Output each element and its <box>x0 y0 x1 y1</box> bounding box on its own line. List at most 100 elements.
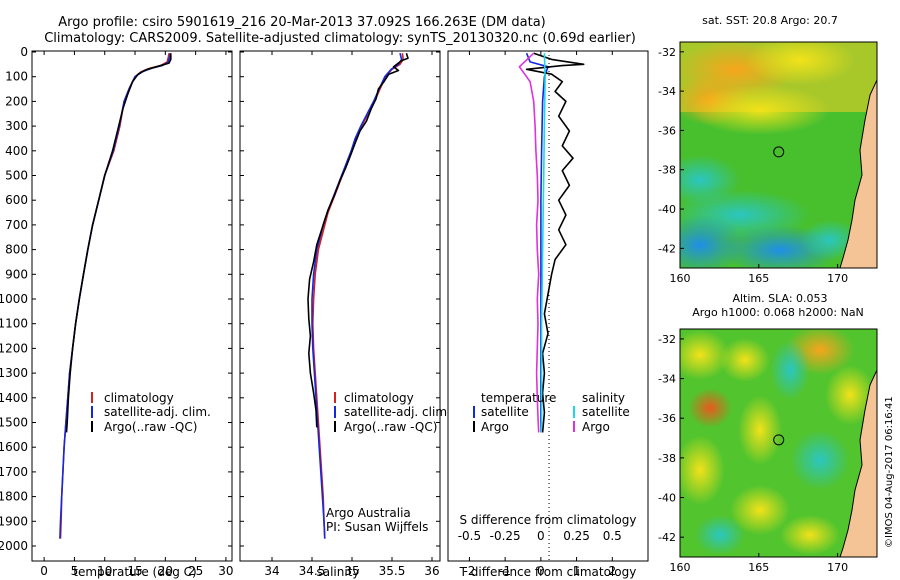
depth-tick-label: 800 <box>5 243 28 257</box>
depth-tick-label: 1700 <box>0 465 28 479</box>
series-line-argo-raw-qc- <box>65 53 172 433</box>
depth-tick-label: 0 <box>20 45 28 59</box>
x-tick-label: 25 <box>188 564 203 578</box>
x-tick-label: 1 <box>573 564 581 578</box>
difference-axes-frame <box>447 50 649 562</box>
s-diff-tick-label: 0 <box>537 529 545 543</box>
t-difference-xlabel: T difference from climatology <box>459 565 637 579</box>
x-tick-label: 5 <box>71 564 79 578</box>
sla-map-ticks: 160 165 170 -32 -34 -36 -38 -40 -42 <box>658 333 848 574</box>
lat-tick-label: -34 <box>658 85 676 98</box>
argo-location-marker <box>773 146 785 158</box>
series-line-salinity-satellite <box>540 53 546 433</box>
depth-tick-label: 1300 <box>0 366 28 380</box>
lat-tick-label: -42 <box>658 242 676 255</box>
x-tick-label: -1 <box>499 564 511 578</box>
difference-profiles <box>518 52 585 433</box>
temperature-legend: climatology satellite-adj. clim. Argo(..… <box>91 391 211 434</box>
header-subtitle: Climatology: CARS2009. Satellite-adjuste… <box>44 31 636 46</box>
depth-axis-ticks: 0 100 200 300 400 500 600 700 800 900 1000 1100 1200… <box>0 45 232 553</box>
depth-tick-label: 100 <box>5 70 28 84</box>
imos-credit: ©IMOS 04-Aug-2017 06:16:41 <box>884 396 895 548</box>
sst-field <box>680 42 877 268</box>
header-title: Argo profile: csiro 5901619_216 20-Mar-2… <box>58 15 546 30</box>
x-tick-label: 0 <box>537 564 545 578</box>
lon-tick-label: 165 <box>748 561 769 574</box>
legend-label-climatology: climatology <box>104 391 174 405</box>
float-owner-line2: PI: Susan Wijffels <box>326 520 428 534</box>
lat-tick-label: -42 <box>658 531 676 544</box>
t-difference-ticks: -2 -1 0 1 2 <box>463 51 616 578</box>
depth-tick-label: 1900 <box>0 514 28 528</box>
salinity-axes-frame <box>239 50 441 562</box>
depth-tick-label: 400 <box>5 144 28 158</box>
land-new-zealand <box>839 79 877 268</box>
sst-map-frame <box>679 41 878 269</box>
x-tick-label: 35 <box>344 564 359 578</box>
x-tick-label: 34 <box>264 564 279 578</box>
difference-panel: -2 -1 0 1 2 -0.5 -0.25 0 0.25 0.5 T difference f… <box>447 50 649 579</box>
x-tick-label: 36 <box>424 564 439 578</box>
s-diff-tick-label: 0.5 <box>603 529 622 543</box>
salinity-profiles <box>307 52 409 539</box>
lat-tick-label: -36 <box>658 412 676 425</box>
series-line-salinity-argo <box>518 52 540 433</box>
salinity-xlabel: salinity <box>316 565 359 579</box>
lat-tick-label: -36 <box>658 124 676 137</box>
x-tick-label: 10 <box>97 564 112 578</box>
land-new-zealand <box>839 369 877 557</box>
lon-tick-label: 160 <box>670 272 691 285</box>
depth-tick-label: 1600 <box>0 440 28 454</box>
legend-label-t-satellite: satellite <box>481 405 529 419</box>
salinity-depth-ticks <box>240 51 440 547</box>
temperature-axes-frame <box>31 50 233 562</box>
legend-header-salinity: salinity <box>582 391 625 405</box>
legend-label-argo: Argo(..raw -QC) <box>104 420 197 434</box>
s-difference-ticks: -0.5 -0.25 0 0.25 0.5 <box>458 529 622 543</box>
legend-label-climatology: climatology <box>344 391 414 405</box>
sla-field <box>680 329 877 557</box>
depth-tick-label: 1100 <box>0 317 28 331</box>
lat-tick-label: -38 <box>658 452 676 465</box>
depth-tick-label: 200 <box>5 94 28 108</box>
x-tick-label: 15 <box>127 564 142 578</box>
series-line-argo-raw-qc- <box>307 52 409 428</box>
legend-label-t-argo: Argo <box>481 420 509 434</box>
s-diff-tick-label: -0.25 <box>490 529 521 543</box>
sla-map-title-line1: Altim. SLA: 0.053 <box>732 292 827 305</box>
temperature-axis-ticks: 0 5 10 15 20 25 30 <box>40 51 234 578</box>
lat-tick-label: -32 <box>658 46 676 59</box>
depth-tick-label: 1500 <box>0 416 28 430</box>
depth-tick-label: 900 <box>5 267 28 281</box>
lat-tick-label: -40 <box>658 203 676 216</box>
salinity-legend: climatology satellite-adj. clim. Argo(..… <box>334 391 451 434</box>
lon-tick-label: 170 <box>827 561 848 574</box>
sst-map-title: sat. SST: 20.8 Argo: 20.7 <box>702 14 838 27</box>
x-tick-label: 20 <box>158 564 173 578</box>
legend-label-argo: Argo(..raw -QC) <box>344 420 437 434</box>
depth-tick-label: 2000 <box>0 539 28 553</box>
series-line-temperature-argo <box>525 52 585 433</box>
sst-map-ticks: 160 165 170 -32 -34 -36 -38 -40 -42 <box>658 46 848 285</box>
sla-map-frame <box>679 328 878 558</box>
x-tick-label: -2 <box>463 564 475 578</box>
lon-tick-label: 165 <box>748 272 769 285</box>
depth-tick-label: 300 <box>5 119 28 133</box>
sla-map-title-line2: Argo h1000: 0.068 h2000: NaN <box>692 306 864 319</box>
s-diff-tick-label: -0.5 <box>458 529 481 543</box>
difference-legend: temperature salinity satellite satellite… <box>473 391 630 434</box>
temperature-panel: 0100200300400500600700800900100011001200… <box>0 45 234 579</box>
legend-label-s-argo: Argo <box>582 420 610 434</box>
depth-tick-label: 1800 <box>0 490 28 504</box>
x-tick-label: 2 <box>608 564 616 578</box>
depth-tick-label: 1200 <box>0 341 28 355</box>
lat-tick-label: -34 <box>658 373 676 386</box>
depth-tick-label: 600 <box>5 193 28 207</box>
lat-tick-label: -38 <box>658 164 676 177</box>
lat-tick-label: -32 <box>658 333 676 346</box>
lon-tick-label: 170 <box>827 272 848 285</box>
depth-tick-label: 500 <box>5 169 28 183</box>
x-tick-label: 30 <box>218 564 233 578</box>
legend-label-satellite: satellite-adj. clim. <box>344 405 451 419</box>
depth-tick-label: 1400 <box>0 391 28 405</box>
